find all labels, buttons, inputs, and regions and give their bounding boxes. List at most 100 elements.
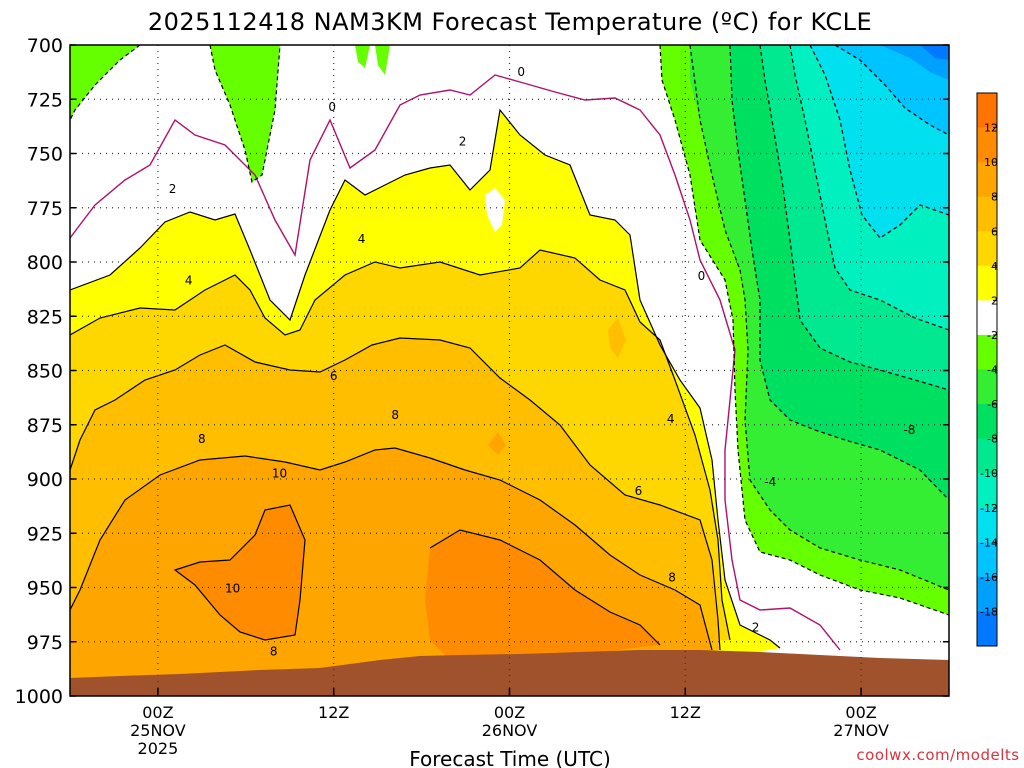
x-tick-label-6-1: 25NOV <box>130 721 186 740</box>
colorbar-label-10: -10 <box>980 467 998 480</box>
x-tick-label-42-0: 12Z <box>670 703 701 722</box>
y-tick-label-875: 875 <box>27 415 63 437</box>
warm-pocket-2 <box>488 432 506 455</box>
colorbar-label-9: -8 <box>987 433 998 446</box>
contour-label-3: 2 <box>459 134 467 148</box>
y-tick-label-750: 750 <box>27 144 63 166</box>
y-tick-label-975: 975 <box>27 632 63 654</box>
colorbar-label-4: 4 <box>991 260 998 273</box>
contour-neg10 <box>789 45 949 331</box>
colorbar-label-2: 8 <box>991 191 998 204</box>
x-tick-label-6-0: 00Z <box>142 703 173 722</box>
x-tick-label-30-0: 00Z <box>494 703 525 722</box>
colorbar-label-7: -4 <box>987 364 998 377</box>
colorbar-band-5 <box>977 265 997 301</box>
band-neg2-top-mid <box>210 45 280 182</box>
colorbar-label-13: -16 <box>980 571 998 584</box>
band-neg14-neg16 <box>835 45 949 135</box>
colorbar-band-12 <box>977 507 997 543</box>
colorbar-band-1 <box>977 127 997 163</box>
y-tick-label-700: 700 <box>27 35 63 57</box>
contour-label-16: 8 <box>270 644 278 658</box>
contour-neg12 <box>809 45 949 239</box>
warm-hole <box>485 188 505 232</box>
contour-6 <box>70 337 721 651</box>
contour-label-10: -8 <box>903 423 915 437</box>
contour-label-15: 8 <box>668 571 676 585</box>
contour-label-7: 4 <box>185 273 193 287</box>
colorbar-band-4 <box>977 231 997 267</box>
contour-neg4 <box>689 45 949 591</box>
colorbar-label-3: 6 <box>991 225 998 238</box>
band-neg2-top-small <box>355 45 370 68</box>
contour-label-11: 6 <box>330 369 338 383</box>
colorbar-band-14 <box>977 576 997 612</box>
contour-labels: 0 0 0 2 2 2 4 4 4 -4 -8 6 6 8 8 8 8 10 10 <box>169 65 916 658</box>
colorbar-band-10 <box>977 438 997 474</box>
y-tick-label-900: 900 <box>27 469 63 491</box>
contour-neg2-topmid <box>209 45 281 184</box>
colorbar-label-8: -6 <box>987 398 998 411</box>
contour-0-warm <box>70 74 841 651</box>
colorbar-band-3 <box>977 196 997 232</box>
y-tick-label-1000: 1000 <box>15 686 63 708</box>
colorbar-label-5: 2 <box>991 294 998 307</box>
colorbar-band-7 <box>977 334 997 370</box>
colorbar-band-9 <box>977 404 997 440</box>
contour-4 <box>70 249 731 641</box>
y-tick-label-850: 850 <box>27 361 63 383</box>
contour-label-8: 4 <box>667 412 675 426</box>
y-tick-label-725: 725 <box>27 89 63 111</box>
contour-label-9: -4 <box>764 475 776 489</box>
y-tick-label-775: 775 <box>27 198 63 220</box>
band-neg2-top-small2 <box>375 45 390 75</box>
x-tick-label-18-0: 12Z <box>318 703 349 722</box>
contour-label-13: 8 <box>198 432 206 446</box>
surface-terrain <box>70 650 949 696</box>
contour-neg6 <box>729 45 949 501</box>
contour-2 <box>70 108 781 649</box>
contour-label-5: 2 <box>752 621 760 635</box>
colorbar-label-12: -14 <box>980 536 998 549</box>
contour-label-0: 0 <box>517 65 525 79</box>
colorbar: 12 10 8 6 4 2 -2 -4 -6 -8 -10 -12 -14 -16 -18 <box>976 92 998 647</box>
colorbar-label-0: 12 <box>984 122 998 135</box>
band-10-12-b <box>425 530 660 660</box>
contour-label-1: 0 <box>328 100 336 114</box>
colorbar-band-6 <box>977 300 997 336</box>
colorbar-band-13 <box>977 542 997 578</box>
x-axis-label: Forecast Time (UTC) <box>409 747 611 768</box>
contour-lines <box>70 45 949 651</box>
contour-10b <box>429 529 661 646</box>
x-tick-label-54-0: 00Z <box>845 703 876 722</box>
colorbar-band-0 <box>977 93 997 129</box>
contour-8 <box>70 447 713 651</box>
contour-label-12: 6 <box>635 484 643 498</box>
colorbar-band-2 <box>977 162 997 198</box>
band-10-12 <box>175 505 305 640</box>
colorbar-band-11 <box>977 473 997 509</box>
colorbar-band-8 <box>977 369 997 405</box>
contour-neg2 <box>659 45 949 616</box>
grid-lines <box>70 45 949 696</box>
y-tick-label-925: 925 <box>27 523 63 545</box>
contour-label-18: 10 <box>225 582 240 596</box>
x-tick-label-6-2: 2025 <box>138 739 179 758</box>
contour-neg2-topleft <box>70 45 141 121</box>
contour-label-14: 8 <box>391 408 399 422</box>
contour-label-17: 10 <box>272 466 287 480</box>
colorbar-label-11: -12 <box>980 502 998 515</box>
temperature-field <box>70 45 949 696</box>
y-tick-label-825: 825 <box>27 306 63 328</box>
y-tick-label-800: 800 <box>27 252 63 274</box>
band-neg2-topleft <box>70 45 140 120</box>
contour-10a <box>173 504 306 641</box>
y-tick-label-950: 950 <box>27 578 63 600</box>
x-tick-label-30-1: 26NOV <box>482 721 538 740</box>
chart-title: 2025112418 NAM3KM Forecast Temperature (… <box>148 8 872 36</box>
contour-neg14 <box>834 45 949 136</box>
colorbar-label-6: -2 <box>987 329 998 342</box>
contour-label-6: 4 <box>358 232 366 246</box>
